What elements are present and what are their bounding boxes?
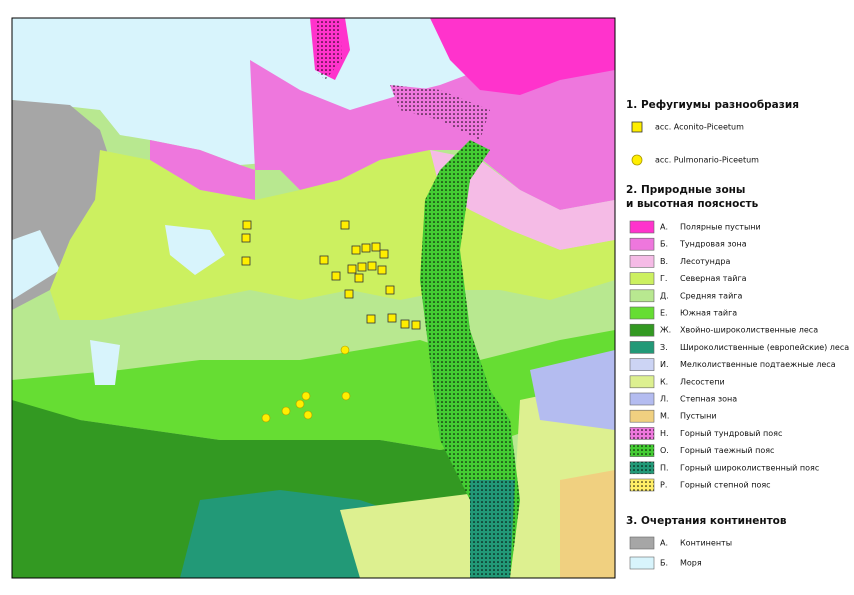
legend-letter: Р.	[660, 481, 667, 490]
legend-swatch	[629, 375, 655, 389]
zone-polar	[430, 18, 615, 95]
legend-swatch-pattern	[630, 444, 654, 457]
legend-letter: Ж.	[660, 326, 671, 335]
legend-label: Горный тундровый пояс	[680, 429, 782, 438]
legend-swatch	[629, 289, 655, 303]
legend-swatch	[629, 536, 655, 550]
legend-letter: О.	[660, 446, 669, 455]
refugia-circles	[261, 345, 351, 423]
legend-label: асс. Pulmonario-Piceetum	[655, 156, 759, 165]
legend-label: Степная зона	[680, 395, 737, 404]
legend-title: 1. Рефугиумы разнообразия	[626, 99, 799, 111]
legend-swatch-pattern	[630, 479, 654, 491]
mountain-pattern	[470, 480, 515, 578]
legend-label: Пустыни	[680, 412, 717, 421]
legend-letter: Б.	[660, 240, 668, 249]
legend-swatch	[629, 255, 655, 268]
lake	[90, 340, 120, 385]
legend-swatch	[629, 237, 655, 251]
legend-title: и высотная поясность	[626, 198, 759, 210]
legend-label: Горный степной пояс	[680, 481, 771, 490]
legend-swatch	[629, 358, 655, 371]
legend-label: Средняя тайга	[680, 291, 742, 300]
legend-label: Горный широколиственный пояс	[680, 463, 819, 472]
mountain-pattern	[390, 85, 490, 140]
zone-tundra	[150, 140, 255, 200]
legend-letter: Б.	[660, 559, 668, 568]
legend-label: Полярные пустыни	[680, 223, 761, 232]
legend-title: 3. Очертания континентов	[626, 515, 787, 527]
legend-letter: З.	[660, 343, 668, 352]
legend: 1. Рефугиумы разнообразия 2. Природные з…	[626, 99, 849, 570]
legend-swatch	[629, 409, 655, 423]
legend-letter: Д.	[660, 291, 669, 300]
legend-title: 2. Природные зоны	[626, 184, 745, 196]
legend-marker	[631, 154, 643, 166]
legend-label: Северная тайга	[680, 274, 747, 283]
legend-marker	[631, 121, 643, 133]
zone-forest-steppe	[340, 490, 500, 578]
legend-swatch	[629, 323, 655, 337]
legend-letter: В.	[660, 257, 668, 266]
legend-swatch	[629, 556, 655, 570]
sea	[12, 230, 60, 300]
lake	[165, 225, 225, 275]
legend-swatch-pattern	[630, 427, 654, 440]
legend-label: Континенты	[680, 539, 732, 548]
legend-swatch	[629, 392, 655, 406]
legend-letter: Л.	[660, 395, 669, 404]
legend-label: Мелколиственные подтаежные леса	[680, 360, 836, 369]
legend-label: Моря	[680, 559, 702, 568]
legend-swatch	[629, 341, 655, 354]
legend-letter: Н.	[660, 429, 669, 438]
mountain-pattern	[315, 20, 342, 80]
map	[12, 18, 615, 578]
legend-letter: Г.	[660, 274, 667, 283]
legend-label: Южная тайга	[680, 309, 737, 318]
legend-label: Хвойно-широколиственные леса	[680, 326, 818, 335]
legend-letter: М.	[660, 412, 669, 421]
legend-label: Широколиственные (европейские) леса	[680, 343, 849, 352]
map-frame	[11, 17, 616, 579]
legend-swatch	[629, 220, 655, 234]
legend-label: Горный таежный пояс	[680, 446, 774, 455]
refugia-squares	[241, 220, 421, 330]
legend-letter: А.	[660, 539, 668, 548]
legend-letter: П.	[660, 463, 669, 472]
legend-swatch	[629, 272, 655, 285]
legend-letter: И.	[660, 360, 669, 369]
legend-swatch-pattern	[630, 461, 654, 474]
mountain-pattern	[420, 140, 520, 578]
legend-swatch	[629, 306, 655, 320]
legend-label: Тундровая зона	[679, 240, 747, 249]
legend-letter: Е.	[660, 309, 668, 318]
legend-letter: К.	[660, 377, 668, 386]
zone-desert	[560, 470, 615, 578]
legend-label: асс. Aconito-Piceetum	[655, 123, 744, 132]
zone-northern-taiga	[50, 150, 615, 320]
legend-label: Лесотундра	[680, 257, 730, 266]
legend-label: Лесостепи	[680, 377, 725, 386]
zone-steppe	[530, 350, 615, 430]
legend-letter: А.	[660, 223, 668, 232]
zone-forest-tundra	[430, 150, 615, 250]
